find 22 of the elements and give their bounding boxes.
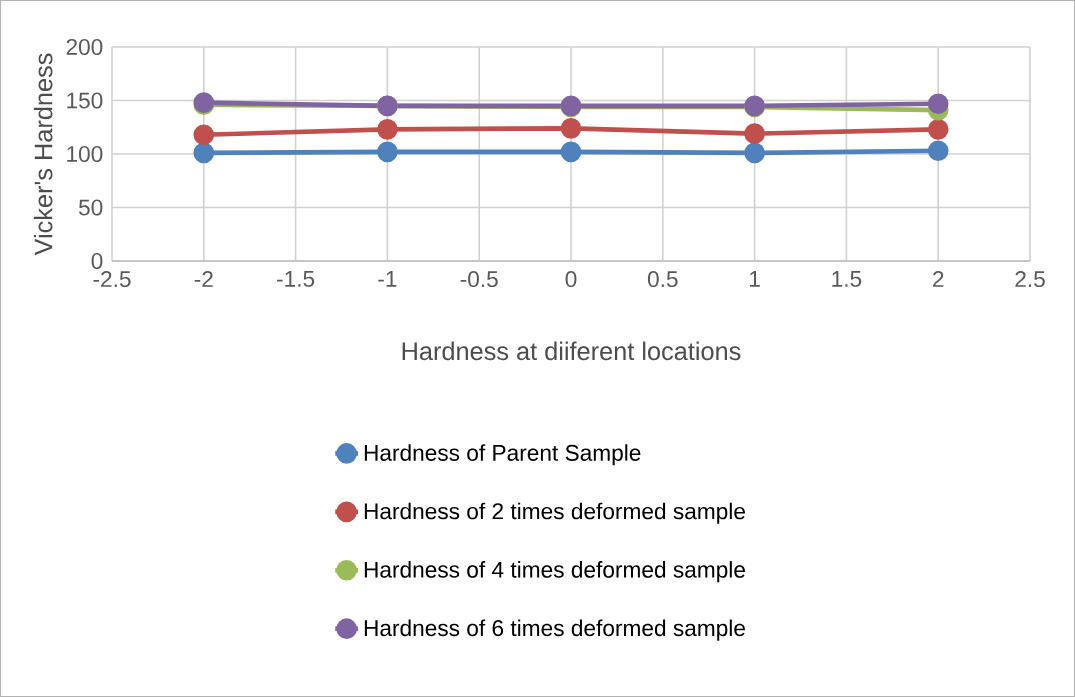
y-tick-label: 50 <box>78 199 103 216</box>
x-tick-label: 0 <box>565 271 577 288</box>
x-tick-label: -0.5 <box>460 271 498 288</box>
legend-label: Hardness of 2 times deformed sample <box>364 502 745 524</box>
y-tick-label: 200 <box>66 38 103 56</box>
x-tick-label: 2 <box>933 271 944 287</box>
x-tick-label: 1.5 <box>832 271 862 287</box>
legend-label: Hardness of 6 times deformed sample <box>364 619 745 641</box>
x-tick-label: 0.5 <box>647 271 678 288</box>
x-tick-label: -1 <box>378 271 397 287</box>
x-tick-label: -1.5 <box>277 271 315 287</box>
x-tick-label: -2 <box>194 271 213 287</box>
y-axis-title: Vicker's Hardness <box>33 53 53 256</box>
x-tick-label: 2.5 <box>1015 271 1045 288</box>
x-tick-label: 1 <box>750 271 760 287</box>
y-tick-label: 0 <box>91 252 103 270</box>
x-axis-title: Hardness at diiferent locations <box>402 341 741 361</box>
y-tick-label: 100 <box>67 145 103 163</box>
legend-label: Hardness of Parent Sample <box>364 444 641 466</box>
x-tick-label: -2.5 <box>93 271 131 288</box>
legend-label: Hardness of 4 times deformed sample <box>364 561 745 583</box>
y-tick-label: 150 <box>67 92 103 109</box>
